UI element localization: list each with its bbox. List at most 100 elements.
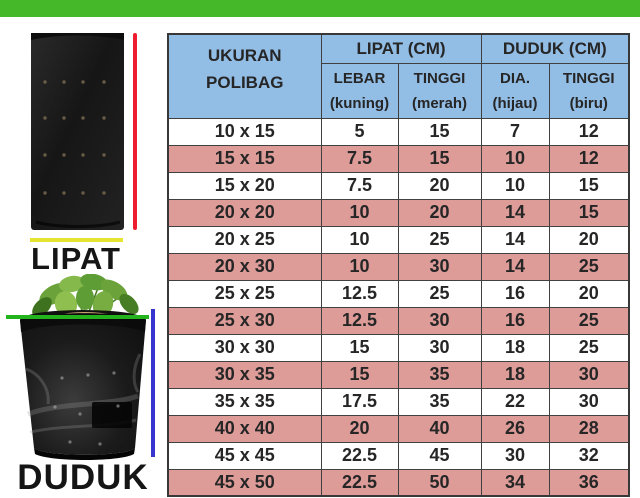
header-tinggi-biru: TINGGI (biru) bbox=[548, 62, 630, 119]
dia-cell: 30 bbox=[480, 441, 550, 470]
lebar-cell: 10 bbox=[320, 198, 399, 227]
table-row: 30 x 30 15 30 18 25 bbox=[167, 333, 630, 362]
tinggi-lipat-cell: 25 bbox=[397, 225, 482, 254]
tinggi-duduk-cell: 20 bbox=[548, 225, 630, 254]
size-cell: 30 x 30 bbox=[167, 333, 322, 362]
header-tinggi-merah: TINGGI (merah) bbox=[397, 62, 482, 119]
dia-cell: 10 bbox=[480, 144, 550, 173]
table-row: 45 x 50 22.5 50 34 36 bbox=[167, 468, 630, 497]
table-row: 15 x 20 7.5 20 10 15 bbox=[167, 171, 630, 200]
tinggi-lipat-cell: 30 bbox=[397, 252, 482, 281]
lipat-label: LIPAT bbox=[31, 241, 121, 276]
duduk-label: DUDUK bbox=[17, 458, 149, 497]
lebar-cell: 5 bbox=[320, 117, 399, 146]
dia-cell: 7 bbox=[480, 117, 550, 146]
tinggi-duduk-cell: 36 bbox=[548, 468, 630, 497]
tinggi-lipat-cell: 20 bbox=[397, 171, 482, 200]
table-header: UKURAN POLIBAG LIPAT (CM) DUDUK (CM) LEB… bbox=[167, 33, 630, 119]
dia-cell: 26 bbox=[480, 414, 550, 443]
size-cell: 40 x 40 bbox=[167, 414, 322, 443]
tinggi-duduk-cell: 32 bbox=[548, 441, 630, 470]
table-row: 25 x 30 12.5 30 16 25 bbox=[167, 306, 630, 335]
dia-cell: 18 bbox=[480, 333, 550, 362]
lipat-polybag-image bbox=[31, 33, 124, 230]
size-cell: 20 x 20 bbox=[167, 198, 322, 227]
table-row: 20 x 25 10 25 14 20 bbox=[167, 225, 630, 254]
tinggi-duduk-cell: 25 bbox=[548, 252, 630, 281]
tinggi-duduk-cell: 30 bbox=[548, 360, 630, 389]
dia-cell: 22 bbox=[480, 387, 550, 416]
table-row: 10 x 15 5 15 7 12 bbox=[167, 117, 630, 146]
lebar-cell: 22.5 bbox=[320, 441, 399, 470]
table-row: 20 x 30 10 30 14 25 bbox=[167, 252, 630, 281]
dia-cell: 14 bbox=[480, 198, 550, 227]
polybag-size-table: UKURAN POLIBAG LIPAT (CM) DUDUK (CM) LEB… bbox=[167, 33, 631, 497]
header-dia-hijau: DIA. (hijau) bbox=[480, 62, 550, 119]
size-cell: 30 x 35 bbox=[167, 360, 322, 389]
tinggi-duduk-cell: 25 bbox=[548, 306, 630, 335]
lebar-cell: 12.5 bbox=[320, 279, 399, 308]
lebar-cell: 7.5 bbox=[320, 171, 399, 200]
tinggi-lipat-cell: 45 bbox=[397, 441, 482, 470]
lebar-cell: 10 bbox=[320, 252, 399, 281]
header-lebar-kuning: LEBAR (kuning) bbox=[320, 62, 399, 119]
header-group-lipat: LIPAT (CM) bbox=[320, 33, 482, 64]
tinggi-duduk-cell: 25 bbox=[548, 333, 630, 362]
table-row: 45 x 45 22.5 45 30 32 bbox=[167, 441, 630, 470]
header-ukuran-line2: POLIBAG bbox=[206, 73, 284, 93]
tinggi-lipat-cell: 50 bbox=[397, 468, 482, 497]
size-cell: 45 x 50 bbox=[167, 468, 322, 497]
lebar-cell: 20 bbox=[320, 414, 399, 443]
size-cell: 10 x 15 bbox=[167, 117, 322, 146]
table-row: 35 x 35 17.5 35 22 30 bbox=[167, 387, 630, 416]
green-diameter-line bbox=[6, 315, 149, 319]
size-cell: 35 x 35 bbox=[167, 387, 322, 416]
tinggi-duduk-cell: 28 bbox=[548, 414, 630, 443]
red-height-line bbox=[133, 33, 137, 230]
dia-cell: 16 bbox=[480, 279, 550, 308]
dia-cell: 34 bbox=[480, 468, 550, 497]
header-ukuran-polibag: UKURAN POLIBAG bbox=[167, 33, 322, 119]
size-cell: 15 x 15 bbox=[167, 144, 322, 173]
lebar-cell: 7.5 bbox=[320, 144, 399, 173]
size-cell: 15 x 20 bbox=[167, 171, 322, 200]
table-row: 15 x 15 7.5 15 10 12 bbox=[167, 144, 630, 173]
header-ukuran-line1: UKURAN bbox=[207, 46, 282, 66]
tinggi-lipat-cell: 20 bbox=[397, 198, 482, 227]
tinggi-lipat-cell: 40 bbox=[397, 414, 482, 443]
duduk-polybag-image bbox=[20, 274, 146, 460]
dia-cell: 16 bbox=[480, 306, 550, 335]
table-row: 40 x 40 20 40 26 28 bbox=[167, 414, 630, 443]
tinggi-lipat-cell: 30 bbox=[397, 306, 482, 335]
dia-cell: 10 bbox=[480, 171, 550, 200]
lebar-cell: 15 bbox=[320, 333, 399, 362]
tinggi-duduk-cell: 15 bbox=[548, 198, 630, 227]
tinggi-lipat-cell: 25 bbox=[397, 279, 482, 308]
tinggi-lipat-cell: 15 bbox=[397, 144, 482, 173]
size-cell: 45 x 45 bbox=[167, 441, 322, 470]
lebar-cell: 15 bbox=[320, 360, 399, 389]
tinggi-lipat-cell: 35 bbox=[397, 387, 482, 416]
size-cell: 25 x 30 bbox=[167, 306, 322, 335]
dia-cell: 18 bbox=[480, 360, 550, 389]
dia-cell: 14 bbox=[480, 225, 550, 254]
table-row: 25 x 25 12.5 25 16 20 bbox=[167, 279, 630, 308]
size-cell: 25 x 25 bbox=[167, 279, 322, 308]
tinggi-duduk-cell: 30 bbox=[548, 387, 630, 416]
size-cell: 20 x 30 bbox=[167, 252, 322, 281]
tinggi-lipat-cell: 30 bbox=[397, 333, 482, 362]
tinggi-duduk-cell: 15 bbox=[548, 171, 630, 200]
header-group-duduk: DUDUK (CM) bbox=[480, 33, 630, 64]
top-green-bar bbox=[0, 0, 640, 17]
lebar-cell: 22.5 bbox=[320, 468, 399, 497]
size-cell: 20 x 25 bbox=[167, 225, 322, 254]
lebar-cell: 12.5 bbox=[320, 306, 399, 335]
lebar-cell: 17.5 bbox=[320, 387, 399, 416]
tinggi-lipat-cell: 35 bbox=[397, 360, 482, 389]
tinggi-lipat-cell: 15 bbox=[397, 117, 482, 146]
yellow-width-line bbox=[30, 238, 123, 242]
lebar-cell: 10 bbox=[320, 225, 399, 254]
table-body: 10 x 15 5 15 7 12 15 x 15 7.5 15 10 12 1… bbox=[167, 117, 630, 497]
dia-cell: 14 bbox=[480, 252, 550, 281]
table-row: 20 x 20 10 20 14 15 bbox=[167, 198, 630, 227]
